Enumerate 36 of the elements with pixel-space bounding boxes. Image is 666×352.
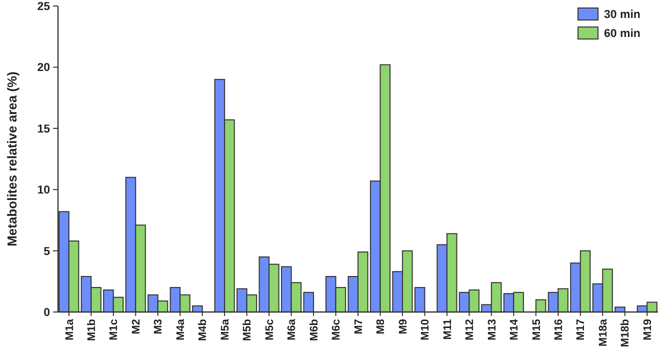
x-tick-label: M1a	[64, 318, 76, 340]
x-tick-label: M17	[575, 319, 588, 340]
x-tick-label: M5a	[219, 318, 232, 340]
x-tick-label: M14	[508, 318, 521, 340]
x-tick-label: M1b	[86, 318, 98, 341]
x-tick-label: M18a	[597, 318, 610, 347]
x-tick-label: M19	[642, 319, 654, 340]
y-tick-label: 20	[37, 62, 50, 74]
x-tick-label: M9	[397, 319, 410, 334]
y-axis-title: Metabolites relative area (%)	[4, 72, 20, 246]
x-tick-label: M16	[553, 319, 565, 340]
legend-label: 30 min	[604, 9, 640, 22]
x-tick-label: M2	[130, 319, 142, 334]
x-tick-label: M15	[530, 319, 543, 340]
x-tick-label: M5c	[264, 319, 276, 340]
x-tick-label: M4a	[174, 318, 187, 340]
x-tick-label: M11	[442, 319, 454, 340]
y-tick-label: 25	[37, 1, 51, 14]
x-tick-label: M1c	[108, 319, 120, 340]
y-tick-label: 0	[44, 307, 50, 320]
x-tick-label: M18b	[620, 318, 632, 348]
x-tick-label: M4b	[197, 318, 210, 341]
x-tick-label: M12	[464, 319, 476, 340]
x-tick-label: M6a	[286, 318, 298, 340]
legend-label: 60 min	[604, 28, 640, 40]
x-tick-label: M3	[152, 319, 165, 334]
y-tick-label: 10	[37, 184, 50, 197]
x-tick-label: M6c	[330, 319, 343, 340]
y-tick-label: 5	[44, 246, 51, 258]
x-tick-label: M8	[375, 319, 388, 334]
y-tick-label: 15	[37, 123, 51, 136]
x-tick-label: M6b	[308, 318, 320, 341]
x-tick-label: M5b	[242, 318, 254, 341]
x-tick-label: M13	[486, 319, 498, 340]
x-tick-label: M10	[420, 319, 432, 340]
x-tick-label: M7	[352, 319, 365, 334]
